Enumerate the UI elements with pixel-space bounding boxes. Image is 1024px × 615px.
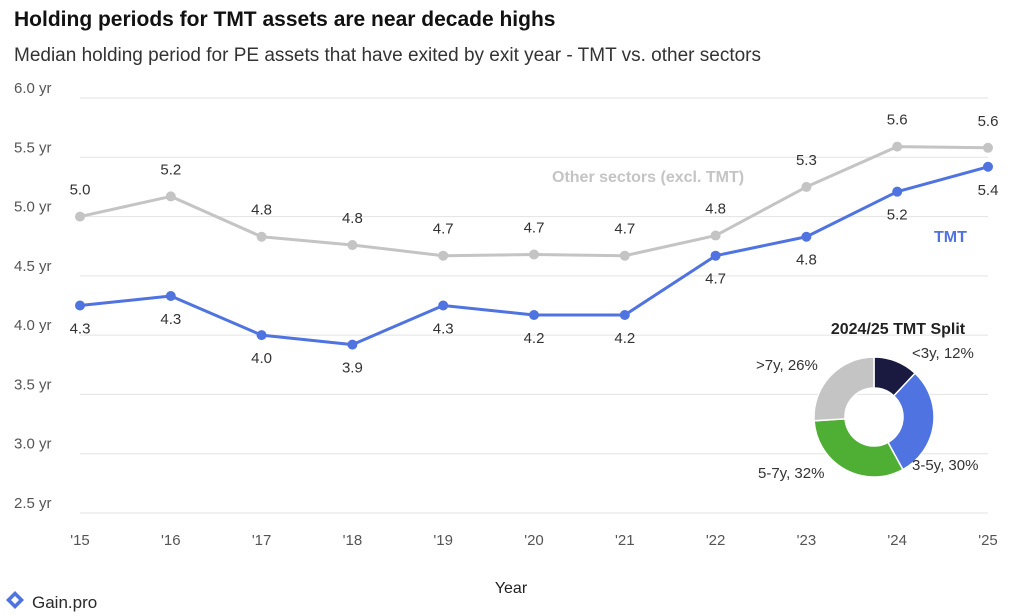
data-label: 4.7 xyxy=(433,221,454,238)
y-tick-label: 6.0 yr xyxy=(14,80,52,97)
data-point xyxy=(529,249,539,260)
donut-slice-label: 5-7y, 32% xyxy=(758,465,824,482)
data-label: 4.8 xyxy=(796,252,817,269)
donut-slice-label: 3-5y, 30% xyxy=(912,457,978,474)
y-tick-label: 3.5 yr xyxy=(14,376,52,393)
data-label: 5.2 xyxy=(160,161,181,178)
data-label: 4.3 xyxy=(433,321,454,338)
gain-logo-icon xyxy=(4,590,26,615)
data-label: 4.8 xyxy=(342,210,363,227)
x-tick-label: '25 xyxy=(978,532,998,549)
data-point xyxy=(983,142,993,153)
axes: 2.5 yr 3.0 yr 3.5 yr 4.0 yr 4.5 yr 5.0 yr 5.5 … xyxy=(14,80,998,597)
data-point xyxy=(710,230,721,241)
donut-slice-label: >7y, 26% xyxy=(756,357,818,374)
x-tick-label: '24 xyxy=(887,532,907,549)
x-tick-label: '17 xyxy=(252,532,272,549)
data-label: 4.7 xyxy=(524,220,545,237)
data-point xyxy=(165,191,176,202)
data-point xyxy=(710,250,721,261)
y-tick-label: 5.0 yr xyxy=(14,199,52,216)
data-label: 4.3 xyxy=(160,311,181,328)
data-label: 4.8 xyxy=(251,202,272,219)
data-point xyxy=(801,231,812,242)
data-labels: 5.0 5.2 4.8 4.8 4.7 4.7 4.7 4.8 5.3 5.6 5.6 4.3 4.3 4… xyxy=(70,112,999,377)
data-point xyxy=(983,161,993,172)
chart-title: Holding periods for TMT assets are near … xyxy=(14,8,556,31)
data-label: 5.2 xyxy=(887,207,908,224)
data-label: 5.0 xyxy=(70,182,91,199)
data-label: 4.0 xyxy=(251,350,272,367)
y-tick-label: 4.5 yr xyxy=(14,258,52,275)
data-point xyxy=(438,250,449,261)
donut-title: 2024/25 TMT Split xyxy=(831,321,966,338)
x-tick-label: '21 xyxy=(615,532,635,549)
data-label: 4.3 xyxy=(70,321,91,338)
y-tick-label: 4.0 yr xyxy=(14,317,52,334)
x-tick-label: '23 xyxy=(797,532,817,549)
y-tick-label: 5.5 yr xyxy=(14,139,52,156)
x-axis-title: Year xyxy=(495,580,528,597)
x-tick-label: '20 xyxy=(524,532,544,549)
data-label: 5.3 xyxy=(796,152,817,169)
donut-chart: 2024/25 TMT Split <3y, 12% 3-5y, 30% 5-7y, … xyxy=(756,321,978,482)
data-label: 4.7 xyxy=(614,221,635,238)
data-point xyxy=(347,240,358,251)
donut-slice-label: <3y, 12% xyxy=(912,345,974,362)
y-tick-label: 2.5 yr xyxy=(14,495,52,512)
data-label: 5.6 xyxy=(887,112,908,129)
data-label: 5.4 xyxy=(978,182,999,199)
data-label: 4.2 xyxy=(524,330,545,347)
data-point xyxy=(438,300,449,311)
data-label: 3.9 xyxy=(342,360,363,377)
x-tick-label: '19 xyxy=(433,532,453,549)
donut-slice xyxy=(813,418,904,478)
donut-slice xyxy=(813,356,875,422)
series-name-other-sectors: Other sectors (excl. TMT) xyxy=(552,169,744,186)
data-point xyxy=(75,211,85,222)
data-point xyxy=(892,186,903,197)
data-point xyxy=(801,181,812,192)
series-name-tmt: TMT xyxy=(934,229,967,246)
footer: Gain.pro xyxy=(4,590,97,615)
series-line-other-sectors xyxy=(79,145,989,258)
data-point xyxy=(347,339,358,350)
data-point xyxy=(892,141,903,152)
donut-slice xyxy=(886,372,935,471)
data-label: 4.8 xyxy=(705,201,726,218)
x-tick-label: '22 xyxy=(706,532,726,549)
data-label: 4.7 xyxy=(705,271,726,288)
y-tick-label: 3.0 yr xyxy=(14,436,52,453)
data-point xyxy=(619,309,630,320)
chart-subtitle: Median holding period for PE assets that… xyxy=(14,45,761,66)
data-point xyxy=(529,309,539,320)
data-label: 5.6 xyxy=(978,113,999,130)
x-tick-label: '18 xyxy=(343,532,363,549)
data-point xyxy=(165,291,176,302)
data-point xyxy=(75,300,85,311)
data-point xyxy=(619,250,630,261)
x-tick-label: '16 xyxy=(161,532,181,549)
series-lines xyxy=(75,141,993,350)
data-point xyxy=(256,330,267,341)
logo-text: Gain.pro xyxy=(32,592,98,612)
data-label: 4.2 xyxy=(614,330,635,347)
x-tick-label: '15 xyxy=(70,532,90,549)
data-point xyxy=(256,231,267,242)
